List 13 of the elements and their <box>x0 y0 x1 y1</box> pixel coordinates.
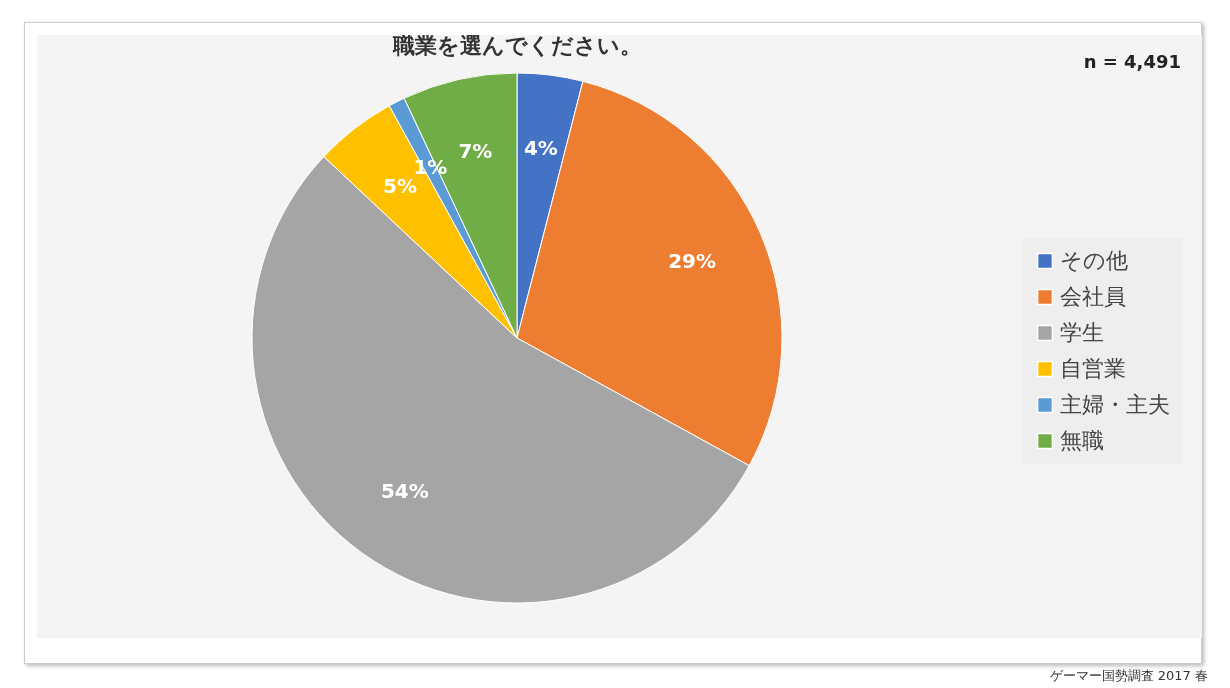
text: n = 4,491 <box>1083 51 1181 72</box>
text: ゲーマー国勢調査 2017 春 <box>1049 667 1208 685</box>
data-label: 29% <box>668 249 717 274</box>
chart-title: 職業を選んでください。 <box>391 33 642 58</box>
legend-label: 自営業 <box>1060 356 1126 381</box>
data-label: 54% <box>380 479 429 504</box>
legend-label: その他 <box>1060 248 1128 273</box>
legend-label: 無職 <box>1060 428 1104 453</box>
legend-label: 会社員 <box>1060 284 1126 309</box>
data-label: 7% <box>458 138 493 163</box>
legend-label: 学生 <box>1060 320 1104 345</box>
data-label: 4% <box>523 135 558 160</box>
legend-label: 主婦・主夫 <box>1060 392 1170 417</box>
